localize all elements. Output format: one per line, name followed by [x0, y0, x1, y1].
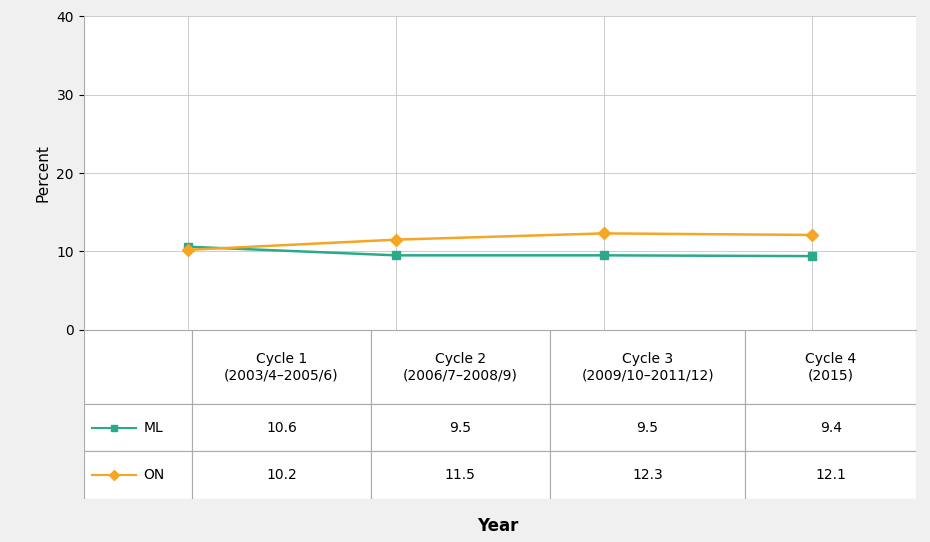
Bar: [192, 451, 371, 499]
Bar: [550, 404, 746, 451]
Bar: [746, 451, 916, 499]
Text: Cycle 3
(2009/10–2011/12): Cycle 3 (2009/10–2011/12): [581, 352, 714, 382]
Text: 12.3: 12.3: [632, 468, 663, 482]
Bar: [371, 451, 550, 499]
Bar: [192, 404, 371, 451]
Bar: [84, 330, 192, 404]
Bar: [550, 451, 746, 499]
Text: 12.1: 12.1: [816, 468, 846, 482]
Y-axis label: Percent: Percent: [35, 144, 51, 202]
Text: 10.2: 10.2: [266, 468, 297, 482]
Text: Year: Year: [477, 518, 518, 535]
Text: 9.4: 9.4: [819, 421, 842, 435]
Text: 10.6: 10.6: [266, 421, 297, 435]
Bar: [84, 451, 192, 499]
Text: 11.5: 11.5: [445, 468, 476, 482]
Text: ML: ML: [143, 421, 163, 435]
Text: ON: ON: [143, 468, 165, 482]
Bar: [84, 404, 192, 451]
Text: Cycle 4
(2015): Cycle 4 (2015): [805, 352, 857, 382]
Bar: [746, 330, 916, 404]
Text: Cycle 2
(2006/7–2008/9): Cycle 2 (2006/7–2008/9): [403, 352, 518, 382]
Bar: [550, 330, 746, 404]
Text: Cycle 1
(2003/4–2005/6): Cycle 1 (2003/4–2005/6): [224, 352, 339, 382]
Bar: [371, 330, 550, 404]
Text: 9.5: 9.5: [637, 421, 658, 435]
Bar: [192, 330, 371, 404]
Text: 9.5: 9.5: [449, 421, 472, 435]
Bar: [746, 404, 916, 451]
Bar: [371, 404, 550, 451]
